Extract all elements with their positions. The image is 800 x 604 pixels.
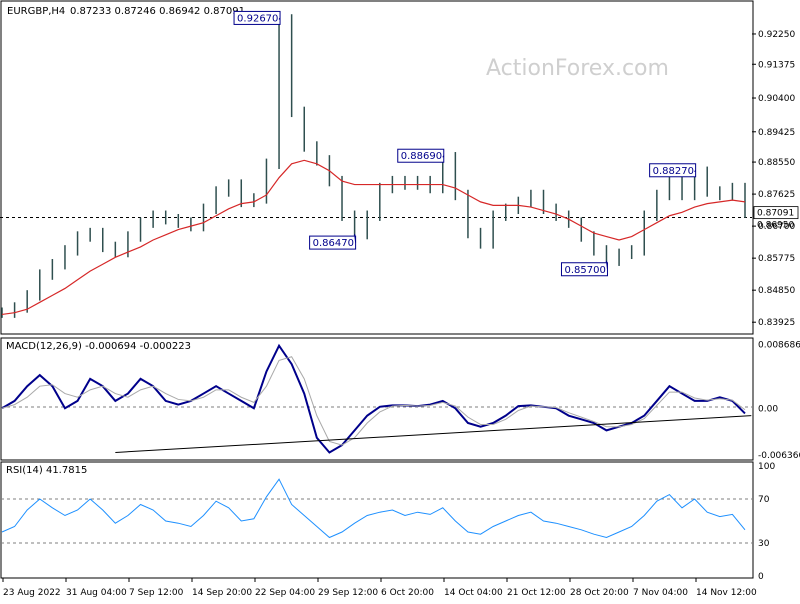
price-annotations: 0.92670 0.86470 0.88690 0.85700 0.88270 xyxy=(233,10,697,277)
x-tick-label: 7 Sep 12:00 xyxy=(129,588,184,598)
x-tick-label: 29 Sep 12:00 xyxy=(318,588,378,598)
hline-price-label: 0.86950 xyxy=(757,220,794,230)
x-tick-label: 14 Sep 20:00 xyxy=(192,588,252,598)
rsi-tick-label: 0 xyxy=(758,572,764,582)
price-tick-label: 0.83925 xyxy=(758,318,795,328)
price-annotation-leader xyxy=(694,169,697,173)
rsi-tick-label: 70 xyxy=(758,495,770,505)
macd-trendline-line xyxy=(115,415,752,453)
rsi-label: RSI(14) 41.7815 xyxy=(6,465,87,476)
price-tick-label: 0.87625 xyxy=(758,190,795,200)
price-tick-label: 0.84850 xyxy=(758,286,795,296)
x-tick-label: 31 Aug 04:00 xyxy=(66,588,127,598)
x-tick-label: 14 Oct 04:00 xyxy=(444,588,503,598)
macd-panel: MACD(12,26,9) -0.000694 -0.000223 0.0086… xyxy=(0,337,800,461)
symbol-label: EURGBP,H4 xyxy=(7,6,65,17)
macd-signal-line xyxy=(1,356,746,446)
price-annotation-label: 0.88690 xyxy=(401,151,442,162)
x-axis: 23 Aug 2022 31 Aug 04:00 7 Sep 12:00 14 Sep… xyxy=(2,578,757,598)
ohlc-label: 0.87233 0.87246 0.86942 0.87091 xyxy=(70,6,245,17)
rsi-levels xyxy=(1,498,753,544)
macd-axis: 0.008686 0.00 -0.006366 xyxy=(758,340,800,461)
price-tick-label: 0.90400 xyxy=(758,94,795,104)
price-annotation-label: 0.86470 xyxy=(313,238,354,249)
x-tick-label: 28 Oct 20:00 xyxy=(570,588,629,598)
rsi-tick-label: 30 xyxy=(758,539,770,549)
x-tick-label: 7 Nov 04:00 xyxy=(633,588,688,598)
x-tick-label: 23 Aug 2022 xyxy=(3,588,61,598)
price-panel: ActionForex.com EURGBP,H4 0.87233 0.8724… xyxy=(0,0,799,335)
macd-series xyxy=(1,343,746,454)
rsi-line xyxy=(1,478,746,539)
macd-tick-label: -0.006366 xyxy=(758,451,800,461)
macd-trendline xyxy=(115,415,752,453)
x-tick-label: 6 Oct 20:00 xyxy=(381,588,434,598)
watermark: ActionForex.com xyxy=(486,56,669,81)
price-tick-label: 0.89425 xyxy=(758,128,795,138)
price-annotation-label: 0.85700 xyxy=(564,265,605,276)
price-annotation-label: 0.92670 xyxy=(237,13,278,24)
price-annotation-leader xyxy=(605,260,608,270)
macd-tick-label: 0.008686 xyxy=(758,340,800,350)
current-price-box xyxy=(753,206,799,220)
current-price-label: 0.87091 xyxy=(757,209,794,219)
x-tick-label: 21 Oct 12:00 xyxy=(507,588,566,598)
price-annotation-leader xyxy=(278,17,281,20)
rsi-series xyxy=(1,478,746,539)
price-tick-label: 0.91375 xyxy=(758,60,795,70)
rsi-axis: 100 70 30 0 xyxy=(758,462,775,582)
x-tick-label: 14 Nov 12:00 xyxy=(696,588,757,598)
x-tick-label: 22 Sep 04:00 xyxy=(255,588,315,598)
price-axis: 0.92250 0.91375 0.90400 0.89425 0.88550 0.876… xyxy=(752,30,795,328)
price-tick-label: 0.92250 xyxy=(758,30,795,40)
macd-tick-label: 0.00 xyxy=(758,404,778,414)
rsi-tick-label: 100 xyxy=(758,462,775,472)
price-tick-label: 0.85775 xyxy=(758,254,795,264)
rsi-panel: RSI(14) 41.7815 100 70 30 0 xyxy=(0,461,775,582)
price-annotation-leader xyxy=(354,234,357,243)
macd-label: MACD(12,26,9) -0.000694 -0.000223 xyxy=(6,341,191,352)
price-series xyxy=(1,14,746,318)
price-annotation-label: 0.88270 xyxy=(653,166,694,177)
price-tick-label: 0.88550 xyxy=(758,158,795,168)
price-tick-label: 0.86700 xyxy=(758,222,795,232)
price-annotation-leader xyxy=(442,155,445,158)
sma-line xyxy=(1,159,746,316)
